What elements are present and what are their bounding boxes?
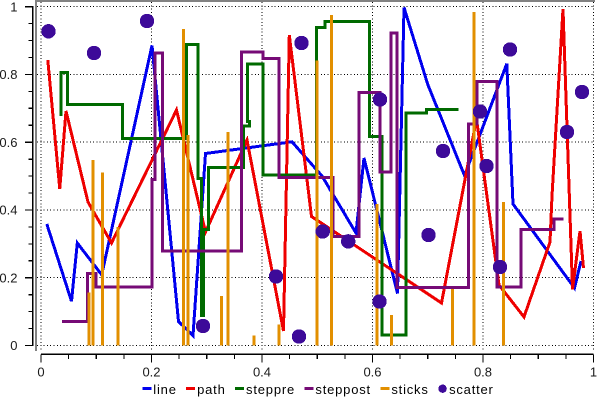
svg-text:1: 1: [10, 0, 17, 14]
svg-text:1: 1: [590, 365, 597, 380]
svg-text:0.2: 0.2: [142, 365, 160, 380]
svg-text:0.6: 0.6: [0, 135, 18, 150]
svg-text:line: line: [153, 382, 176, 397]
svg-text:0: 0: [37, 365, 44, 380]
svg-text:0: 0: [10, 338, 17, 353]
svg-text:steppre: steppre: [246, 382, 295, 397]
svg-text:0.8: 0.8: [0, 67, 18, 82]
svg-text:steppost: steppost: [315, 382, 371, 397]
svg-text:0.4: 0.4: [0, 203, 18, 218]
svg-text:scatter: scatter: [449, 382, 494, 397]
svg-text:sticks: sticks: [391, 382, 428, 397]
svg-text:0.8: 0.8: [474, 365, 492, 380]
svg-text:path: path: [197, 382, 226, 397]
svg-text:0.6: 0.6: [363, 365, 381, 380]
svg-text:0.4: 0.4: [253, 365, 271, 380]
svg-text:0.2: 0.2: [0, 270, 18, 285]
